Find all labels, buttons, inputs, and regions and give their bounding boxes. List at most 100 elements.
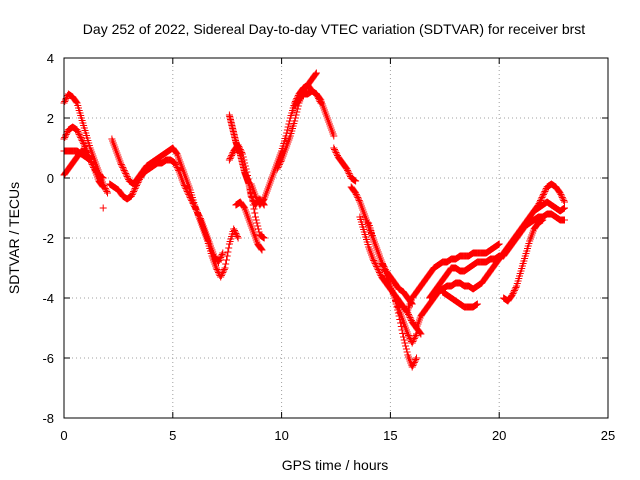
data-point <box>535 200 543 207</box>
data-point <box>352 177 360 185</box>
data-point <box>213 266 221 273</box>
data-point <box>219 249 227 257</box>
data-point <box>370 257 378 264</box>
tick-labels: 0 5 10 15 20 25 -8 -6 -4 -2 0 2 4 <box>42 51 615 443</box>
data-point <box>135 177 143 185</box>
data-point <box>254 225 262 233</box>
data-point <box>560 197 568 204</box>
data-point <box>188 198 196 206</box>
data-point <box>173 164 181 171</box>
data-point <box>217 254 225 261</box>
data-point <box>175 167 183 174</box>
data-point <box>371 260 379 267</box>
data-point <box>381 264 389 272</box>
data-point <box>89 162 97 170</box>
data-point <box>80 141 88 149</box>
data-point <box>258 246 266 254</box>
x-tick-label: 25 <box>601 428 615 443</box>
data-point <box>392 297 399 305</box>
data-point <box>375 267 383 275</box>
data-point <box>276 159 284 167</box>
data-point <box>76 132 84 140</box>
data-point <box>193 207 201 215</box>
data-point <box>218 270 226 278</box>
data-point <box>215 258 222 266</box>
data-point <box>274 164 282 171</box>
y-axis-label: SDTVAR / TECUs <box>6 182 22 294</box>
data-point <box>284 123 292 131</box>
data-point <box>331 147 339 155</box>
grid-lines <box>64 58 608 418</box>
data-point <box>238 149 246 156</box>
data-point <box>215 257 223 264</box>
data-point <box>344 168 352 176</box>
data-point <box>190 201 198 209</box>
data-point <box>133 180 141 188</box>
data-point <box>252 194 260 201</box>
data-point <box>82 147 90 155</box>
data-point <box>241 159 249 167</box>
data-point <box>102 186 110 194</box>
data-point <box>73 126 81 134</box>
data-point <box>194 210 202 218</box>
data-point <box>398 326 406 334</box>
data-point <box>216 255 224 263</box>
data-point <box>512 284 520 291</box>
data-point <box>103 188 111 195</box>
data-point <box>212 264 220 272</box>
data-point <box>405 311 412 318</box>
data-point <box>220 266 228 273</box>
data-point <box>217 252 225 260</box>
data-point <box>75 131 83 138</box>
data-point <box>236 144 243 152</box>
data-point <box>233 233 241 240</box>
data-point <box>180 180 188 188</box>
data-point <box>292 111 300 119</box>
data-point <box>122 171 130 179</box>
data-point <box>534 201 542 209</box>
data-point <box>128 192 135 200</box>
data-point <box>405 332 412 339</box>
data-point <box>79 138 87 146</box>
data-point <box>370 258 378 266</box>
data-point <box>376 269 383 276</box>
data-point <box>539 192 547 200</box>
data-point <box>119 164 127 171</box>
data-point <box>332 149 340 156</box>
data-point <box>540 189 548 197</box>
data-point <box>393 303 401 311</box>
data-point <box>131 185 139 192</box>
data-point <box>410 359 418 366</box>
data-point <box>343 165 351 173</box>
data-point <box>251 209 259 217</box>
data-point <box>355 197 363 204</box>
data-point <box>408 363 416 371</box>
data-point <box>228 152 236 159</box>
data-point <box>118 162 126 170</box>
data-point <box>196 213 204 221</box>
data-point <box>397 323 405 330</box>
data-point <box>392 300 400 308</box>
data-point <box>77 135 85 143</box>
data-point <box>413 354 420 362</box>
data-point <box>227 153 235 161</box>
data-point <box>373 263 381 270</box>
x-axis-label: GPS time / hours <box>282 457 389 473</box>
data-point <box>376 270 384 278</box>
data-point <box>378 258 386 266</box>
data-point <box>225 156 233 164</box>
data-point <box>172 161 180 168</box>
data-point <box>61 98 69 105</box>
data-point <box>409 338 417 345</box>
data-point <box>174 165 182 173</box>
data-point <box>241 162 249 170</box>
data-point <box>254 222 262 230</box>
data-point <box>260 196 267 204</box>
data-point <box>222 260 230 268</box>
data-point <box>410 360 418 368</box>
data-point <box>403 348 411 356</box>
data-point <box>130 188 138 195</box>
data-point <box>283 126 291 134</box>
data-point <box>275 162 283 170</box>
data-point <box>316 95 324 103</box>
